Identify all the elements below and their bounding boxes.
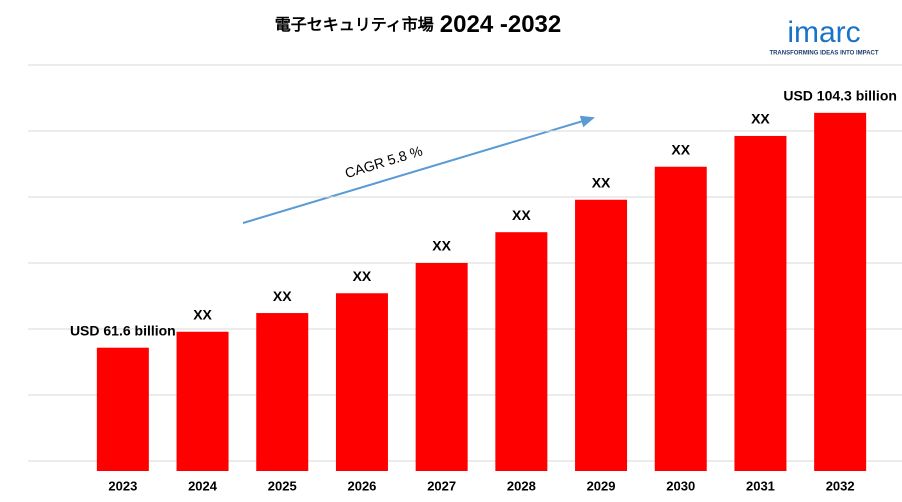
x-tick-label: 2025 [268, 478, 297, 493]
x-tick-label: 2026 [347, 478, 376, 493]
cagr-label: CAGR 5.8 % [343, 142, 424, 181]
bar [814, 112, 867, 471]
value-label: XX [193, 306, 212, 322]
x-tick-label: 2030 [666, 478, 695, 493]
value-label: USD 104.3 billion [783, 88, 897, 104]
x-tick-label: 2031 [746, 478, 775, 493]
x-tick-label: 2029 [587, 478, 616, 493]
value-label: XX [512, 207, 531, 223]
chart-title: 電子セキュリティ市場 2024 -2032 [275, 11, 562, 38]
x-tick-label: 2032 [826, 478, 855, 493]
title-years: 2024 -2032 [440, 11, 561, 38]
value-label: XX [751, 111, 770, 127]
value-label: XX [353, 268, 372, 284]
title-text: 電子セキュリティ市場 [275, 15, 434, 34]
bar [734, 135, 787, 471]
cagr-arrow [242, 115, 595, 224]
logo: imarc TRANSFORMING IDEAS INTO IMPACT [769, 16, 878, 57]
value-label: XX [432, 238, 451, 254]
bar [176, 331, 229, 471]
logo-name: imarc [787, 16, 860, 49]
value-label: XX [273, 288, 292, 304]
bar [495, 232, 548, 471]
logo-tagline: TRANSFORMING IDEAS INTO IMPACT [769, 51, 878, 57]
x-tick-label: 2023 [108, 478, 137, 493]
bar [575, 199, 628, 471]
bar [96, 347, 149, 471]
x-tick-label: 2027 [427, 478, 456, 493]
x-tick-label: 2028 [507, 478, 536, 493]
value-label: XX [592, 174, 611, 190]
bar [415, 263, 468, 471]
bar [335, 293, 388, 471]
value-label: XX [671, 141, 690, 157]
bar [256, 313, 309, 471]
value-label: USD 61.6 billion [70, 322, 176, 338]
x-tick-label: 2024 [188, 478, 218, 493]
bar [654, 166, 707, 471]
